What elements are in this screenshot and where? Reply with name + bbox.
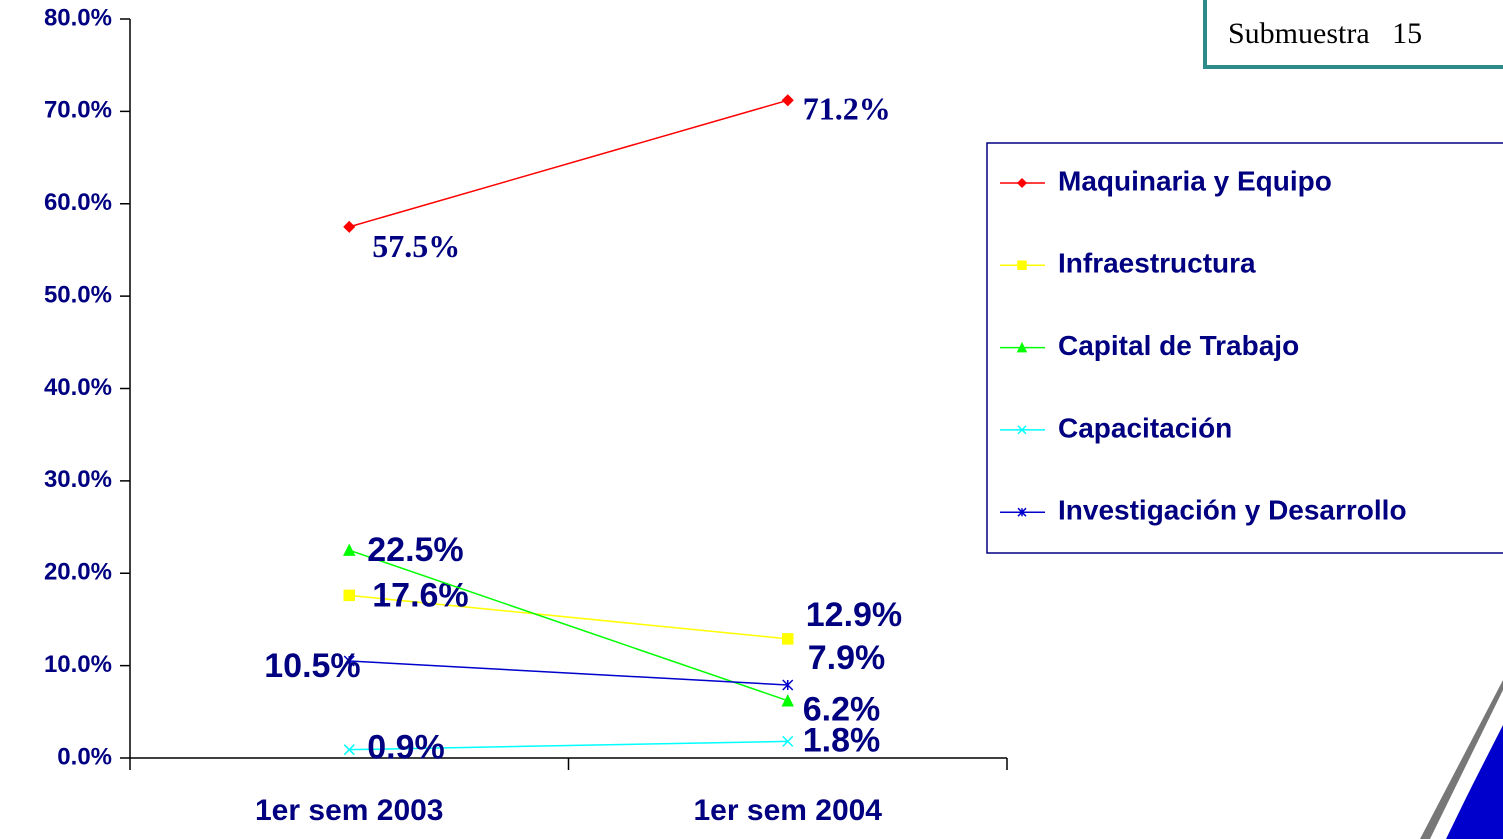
marker [781,94,794,107]
series-line [349,740,788,751]
series-line [349,549,788,702]
data-label: 57.5% [372,228,460,264]
x-tick-label: 1er sem 2004 [694,794,883,827]
legend-label: Capacitación [1058,412,1232,443]
legend-marker [1017,260,1027,271]
data-label: 6.2% [803,691,881,729]
data-label: 22.5% [367,531,463,569]
series-line [349,660,788,686]
data-label: 17.6% [372,576,468,614]
marker [782,633,794,645]
marker [343,220,356,233]
data-label: 7.9% [808,639,886,677]
x-tick-label: 1er sem 2003 [255,794,444,827]
legend-marker [1016,177,1028,189]
legend-label: Maquinaria y Equipo [1058,165,1332,196]
marker [782,735,794,747]
marker [781,694,794,707]
y-tick-label: 40.0% [44,374,112,401]
y-tick-label: 60.0% [44,189,112,216]
data-label: 12.9% [806,596,902,634]
y-tick-label: 50.0% [44,281,112,308]
data-label: 71.2% [803,91,891,127]
y-tick-label: 0.0% [57,743,112,770]
legend-label: Investigación y Desarrollo [1058,495,1407,526]
data-label: 10.5% [264,647,360,685]
marker [343,655,355,667]
decoration [1438,712,1503,839]
legend-label: Capital de Trabajo [1058,330,1299,361]
legend-label: Infraestructura [1058,248,1256,279]
marker [343,589,355,602]
marker [343,744,355,756]
annotation-box [1203,0,1503,69]
y-tick-label: 80.0% [44,4,112,31]
annotation: Submuestra 15 [1228,17,1422,50]
legend-marker [1016,341,1028,353]
y-tick-label: 10.0% [44,651,112,678]
marker [782,679,794,691]
series-line [349,594,788,640]
marker [343,543,356,556]
data-label: 1.8% [803,721,881,759]
legend-box [986,142,1503,554]
data-label: 0.9% [367,729,445,767]
decoration [1420,680,1503,839]
y-tick-label: 20.0% [44,559,112,586]
series-line [349,99,788,228]
legend-marker [1017,425,1027,435]
legend-marker [1017,507,1027,517]
y-tick-label: 30.0% [44,466,112,493]
y-tick-label: 70.0% [44,97,112,124]
